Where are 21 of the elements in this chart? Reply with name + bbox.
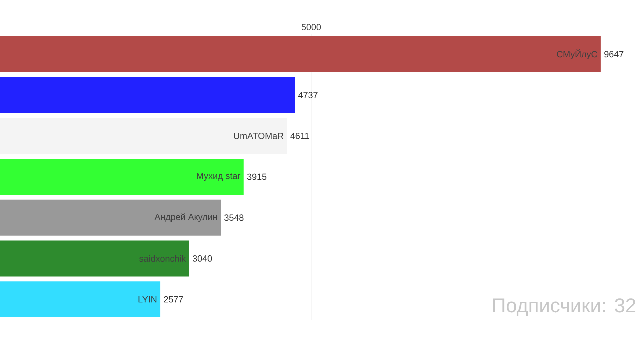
data-label: 9647: [604, 51, 624, 58]
data-label: 3915: [247, 174, 267, 180]
bar: [0, 77, 296, 114]
y-tick-label: Андрей Акулин: [154, 214, 218, 222]
data-label: 3040: [192, 256, 212, 262]
y-tick-label: saidxonchik: [140, 255, 186, 262]
bar: [0, 282, 161, 318]
bar: [0, 159, 244, 195]
data-label: 4611: [290, 132, 310, 140]
bar: [0, 200, 222, 236]
ref-line-label: 5000: [302, 24, 322, 30]
annotation: Подписчики: 32: [493, 298, 636, 316]
y-tick-label: UmATOMaR: [234, 132, 284, 140]
y-tick-label: Мухид star: [197, 172, 241, 182]
bar: [0, 240, 190, 277]
data-label: 4737: [298, 92, 318, 98]
bar: [0, 36, 601, 72]
y-tick-label: LYIN: [138, 296, 157, 303]
y-tick-label: СМуЙлуС: [557, 49, 598, 60]
data-label: 2577: [164, 296, 184, 303]
data-label: 3548: [224, 214, 244, 222]
